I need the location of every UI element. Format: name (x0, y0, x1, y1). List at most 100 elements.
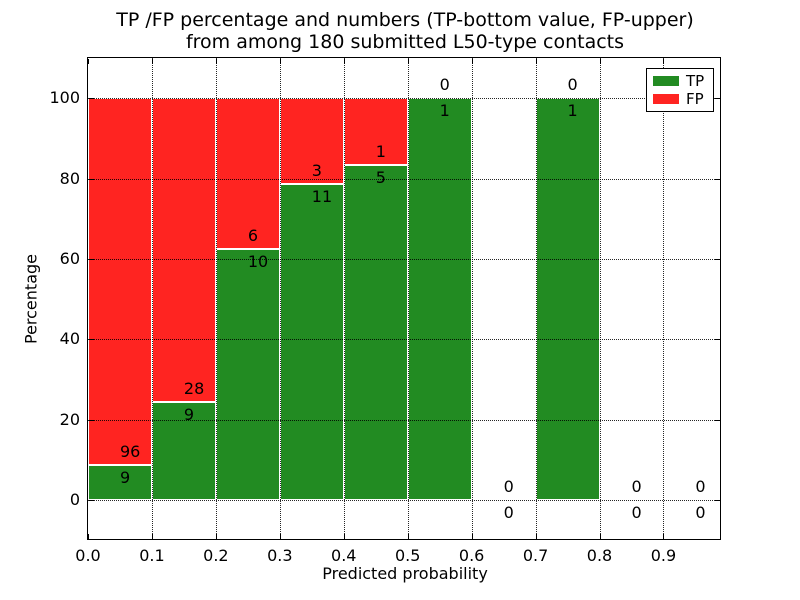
chart-title-line2: from among 180 submitted L50-type contac… (185, 31, 625, 53)
tp-bar-segment (343, 165, 408, 500)
x-axis-label: Predicted probability (322, 564, 488, 583)
tp-count-label: 5 (375, 168, 386, 188)
y-tickmark-left (89, 178, 94, 180)
y-gridline (88, 499, 721, 501)
y-tickmark-right (715, 178, 720, 180)
chart-title-line1: TP /FP percentage and numbers (TP-bottom… (116, 9, 694, 31)
y-tickmark-left (89, 258, 94, 260)
x-tickmark-bottom (151, 534, 153, 539)
fp-count-label: 0 (567, 75, 578, 95)
x-tick-label: 0.9 (650, 546, 677, 565)
y-tickmark-right (715, 419, 720, 421)
x-tickmark-top (535, 59, 537, 64)
legend-label-tp: TP (686, 72, 705, 90)
x-tick-label: 0.5 (394, 546, 421, 565)
y-tick-label: 60 (59, 248, 80, 268)
x-tickmark-bottom (279, 534, 281, 539)
x-tickmark-top (471, 59, 473, 64)
fp-count-label: 96 (119, 442, 141, 462)
y-tick-label: 80 (59, 168, 80, 188)
x-gridline (343, 58, 345, 540)
tp-count-label: 9 (119, 468, 131, 488)
legend: TP FP (646, 68, 714, 112)
tp-bar-segment (535, 98, 600, 500)
x-gridline (663, 58, 665, 540)
tp-count-label: 0 (503, 502, 514, 522)
y-gridline (88, 178, 721, 180)
tp-color-swatch (653, 76, 679, 86)
y-tickmark-left (89, 339, 94, 341)
fp-count-label: 0 (631, 476, 642, 496)
x-tickmark-bottom (599, 534, 601, 539)
fp-bar-segment (151, 98, 216, 403)
x-tick-label: 0.7 (522, 546, 549, 565)
fp-count-label: 0 (695, 476, 706, 496)
axes-frame (87, 57, 721, 540)
x-tickmark-top (343, 59, 345, 64)
y-tick-label: 20 (59, 409, 80, 429)
y-axis-label: Percentage (21, 253, 41, 345)
fp-count-label: 6 (247, 225, 259, 245)
x-gridline (407, 58, 409, 540)
y-tick-label: 0 (69, 489, 80, 509)
x-tick-label: 0.8 (586, 546, 613, 565)
x-tickmark-bottom (343, 534, 345, 539)
tp-bar-segment (88, 465, 152, 500)
x-tickmark-top (151, 59, 153, 64)
x-tickmark-top (279, 59, 281, 64)
x-tick-label: 0.1 (139, 546, 165, 565)
y-tick-label: 40 (59, 329, 80, 349)
y-gridline (88, 339, 721, 341)
fp-count-label: 0 (503, 476, 514, 496)
x-tickmark-top (663, 59, 665, 64)
x-tickmark-top (407, 59, 409, 64)
x-tick-label: 0.4 (331, 546, 357, 565)
y-tickmark-right (715, 339, 720, 341)
y-tickmark-right (715, 499, 720, 501)
tp-count-label: 9 (183, 405, 195, 425)
tp-count-label: 10 (247, 251, 269, 271)
y-tickmark-left (89, 98, 94, 100)
y-gridline (88, 419, 721, 421)
x-gridline (215, 58, 217, 540)
y-tick-label: 100 (49, 88, 80, 108)
x-gridline (599, 58, 601, 540)
x-tickmark-bottom (663, 534, 665, 539)
x-tickmark-bottom (88, 534, 89, 539)
tp-count-label: 11 (311, 187, 333, 207)
x-tick-label: 0.3 (267, 546, 293, 565)
x-gridline (471, 58, 473, 540)
x-tick-label: 0.2 (203, 546, 229, 565)
x-tickmark-bottom (215, 534, 217, 539)
tp-count-label: 0 (695, 502, 706, 522)
legend-label-fp: FP (686, 90, 704, 108)
y-tickmark-left (89, 499, 94, 501)
legend-item-fp: FP (653, 91, 707, 107)
x-tickmark-bottom (535, 534, 537, 539)
fp-color-swatch (653, 94, 679, 104)
x-tickmark-top (88, 59, 89, 64)
fp-count-label: 3 (311, 161, 322, 181)
fp-bar-segment (215, 98, 280, 249)
x-tickmark-top (215, 59, 217, 64)
tp-bar-segment (407, 98, 472, 500)
y-gridline (88, 98, 721, 100)
x-tickmark-top (599, 59, 601, 64)
y-tickmark-right (715, 258, 720, 260)
y-tickmark-right (715, 98, 720, 100)
legend-item-tp: TP (653, 73, 707, 89)
x-tickmark-bottom (471, 534, 473, 539)
fp-count-label: 28 (183, 379, 205, 399)
fp-bar-segment (88, 98, 152, 466)
tp-bar-segment (151, 402, 216, 500)
tp-count-label: 0 (631, 502, 642, 522)
x-gridline (279, 58, 281, 540)
x-tick-label: 0.0 (75, 546, 101, 565)
x-gridline (535, 58, 537, 540)
x-gridline (151, 58, 153, 540)
x-tick-label: 0.6 (458, 546, 485, 565)
x-tickmark-bottom (407, 534, 409, 539)
fp-count-label: 1 (375, 142, 386, 162)
